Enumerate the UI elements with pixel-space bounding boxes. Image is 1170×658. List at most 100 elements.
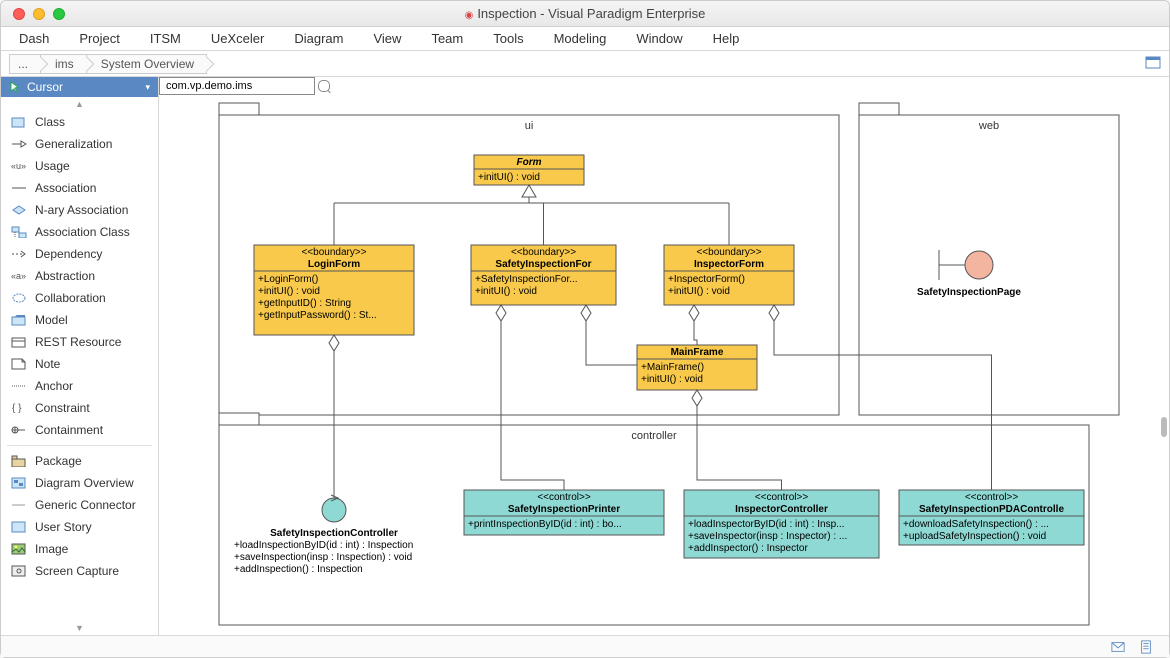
svg-text:InspectorController: InspectorController xyxy=(735,504,828,515)
palette-containment[interactable]: Containment xyxy=(1,419,158,441)
menu-dash[interactable]: Dash xyxy=(19,31,49,46)
menu-project[interactable]: Project xyxy=(79,31,119,46)
search-icon[interactable] xyxy=(318,80,330,92)
svg-text:+loadInspectionByID(id : int): +loadInspectionByID(id : int) : Inspecti… xyxy=(234,540,413,551)
svg-text:SafetyInspectionController: SafetyInspectionController xyxy=(270,528,398,539)
menu-view[interactable]: View xyxy=(373,31,401,46)
svg-text:<<boundary>>: <<boundary>> xyxy=(301,247,366,258)
palette-generalization[interactable]: Generalization xyxy=(1,133,158,155)
breadcrumb: ... ims System Overview xyxy=(9,54,206,74)
svg-text:SafetyInspectionPrinter: SafetyInspectionPrinter xyxy=(508,504,620,515)
document-icon[interactable] xyxy=(1139,640,1153,654)
navbar: ... ims System Overview xyxy=(1,51,1169,77)
svg-text:web: web xyxy=(978,120,999,132)
svg-text:+MainFrame(): +MainFrame() xyxy=(641,362,704,373)
palette-constraint[interactable]: { }Constraint xyxy=(1,397,158,419)
svg-text:+initUI() : void: +initUI() : void xyxy=(258,286,320,297)
palette-package[interactable]: Package xyxy=(1,450,158,472)
package-path-input[interactable] xyxy=(159,77,315,95)
svg-text:«u»: «u» xyxy=(11,161,26,171)
svg-text:+getInputID() : String: +getInputID() : String xyxy=(258,298,351,309)
close-icon[interactable] xyxy=(13,8,25,20)
svg-text:+loadInspectorByID(id : int) :: +loadInspectorByID(id : int) : Insp... xyxy=(688,519,844,530)
svg-text:+InspectorForm(): +InspectorForm() xyxy=(668,274,745,285)
mail-icon[interactable] xyxy=(1111,640,1125,654)
svg-text:+getInputPassword() : St...: +getInputPassword() : St... xyxy=(258,310,377,321)
palette-image[interactable]: Image xyxy=(1,538,158,560)
svg-text:+saveInspection(insp : Inspect: +saveInspection(insp : Inspection) : voi… xyxy=(234,552,412,563)
diagram-canvas[interactable]: ui web controller Form +initUI() : void <<bou… xyxy=(159,77,1169,635)
svg-text:+uploadSafetyInspection() : vo: +uploadSafetyInspection() : void xyxy=(903,531,1046,542)
svg-text:+addInspection() : Inspection: +addInspection() : Inspection xyxy=(234,564,363,575)
window-title: ◉Inspection - Visual Paradigm Enterprise xyxy=(465,6,706,21)
svg-text:+saveInspector(insp : Inspecto: +saveInspector(insp : Inspector) : ... xyxy=(688,531,847,542)
svg-text:+LoginForm(): +LoginForm() xyxy=(258,274,318,285)
menu-tools[interactable]: Tools xyxy=(493,31,523,46)
menu-modeling[interactable]: Modeling xyxy=(554,31,607,46)
svg-text:+SafetyInspectionFor...: +SafetyInspectionFor... xyxy=(475,274,578,285)
svg-text:{ }: { } xyxy=(12,403,22,414)
palette-abstraction[interactable]: «a»Abstraction xyxy=(1,265,158,287)
palette-screen-capture[interactable]: Screen Capture xyxy=(1,560,158,582)
svg-text:+initUI() : void: +initUI() : void xyxy=(475,286,537,297)
crumb-overview[interactable]: System Overview xyxy=(86,54,207,74)
app-window: ◉Inspection - Visual Paradigm Enterprise… xyxy=(0,0,1170,658)
menu-diagram[interactable]: Diagram xyxy=(294,31,343,46)
palette-association-class[interactable]: Association Class xyxy=(1,221,158,243)
svg-text:+initUI() : void: +initUI() : void xyxy=(668,286,730,297)
palette-rest-resource[interactable]: REST Resource xyxy=(1,331,158,353)
window-controls xyxy=(1,8,65,20)
svg-text:ui: ui xyxy=(525,120,534,132)
svg-text:<<control>>: <<control>> xyxy=(755,492,809,503)
nav-right-icon[interactable] xyxy=(1145,54,1161,73)
scrollbar-thumb[interactable] xyxy=(1161,417,1167,437)
palette-separator xyxy=(7,445,152,446)
svg-text:+addInspector() : Inspector: +addInspector() : Inspector xyxy=(688,543,808,554)
palette-n-ary-association[interactable]: N-ary Association xyxy=(1,199,158,221)
palette-user-story[interactable]: User Story xyxy=(1,516,158,538)
palette-list: ClassGeneralization«u»UsageAssociationN-… xyxy=(1,111,158,621)
statusbar xyxy=(1,635,1169,657)
palette-diagram-overview[interactable]: Diagram Overview xyxy=(1,472,158,494)
palette-usage[interactable]: «u»Usage xyxy=(1,155,158,177)
palette-collaboration[interactable]: Collaboration xyxy=(1,287,158,309)
svg-text:SafetyInspectionPDAControlle: SafetyInspectionPDAControlle xyxy=(919,504,1064,515)
palette-class[interactable]: Class xyxy=(1,111,158,133)
palette-association[interactable]: Association xyxy=(1,177,158,199)
svg-text:InspectorForm: InspectorForm xyxy=(694,259,764,270)
tool-palette: Cursor ▾ ▲ ClassGeneralization«u»UsageAs… xyxy=(1,77,159,635)
main-area: Cursor ▾ ▲ ClassGeneralization«u»UsageAs… xyxy=(1,77,1169,635)
menubar: Dash Project ITSM UeXceler Diagram View … xyxy=(1,27,1169,51)
crumb-root[interactable]: ... xyxy=(9,54,41,74)
palette-generic-connector[interactable]: Generic Connector xyxy=(1,494,158,516)
zoom-icon[interactable] xyxy=(53,8,65,20)
scroll-up-icon[interactable]: ▲ xyxy=(1,99,158,109)
menu-itsm[interactable]: ITSM xyxy=(150,31,181,46)
package-path-bar xyxy=(159,77,330,95)
titlebar: ◉Inspection - Visual Paradigm Enterprise xyxy=(1,1,1169,27)
svg-text:SafetyInspectionPage: SafetyInspectionPage xyxy=(917,287,1021,298)
menu-window[interactable]: Window xyxy=(636,31,682,46)
svg-text:<<boundary>>: <<boundary>> xyxy=(696,247,761,258)
svg-text:+printInspectionByID(id : int): +printInspectionByID(id : int) : bo... xyxy=(468,519,622,530)
svg-text:Form: Form xyxy=(517,157,542,168)
svg-text:+downloadSafetyInspection() :: +downloadSafetyInspection() : ... xyxy=(903,519,1049,530)
diagram-surface[interactable]: ui web controller Form +initUI() : void <<bou… xyxy=(159,95,1169,635)
cursor-tool[interactable]: Cursor ▾ xyxy=(1,77,158,97)
svg-text:controller: controller xyxy=(631,430,677,442)
svg-text:«a»: «a» xyxy=(11,271,26,281)
svg-text:+initUI() : void: +initUI() : void xyxy=(641,374,703,385)
scroll-down-icon[interactable]: ▼ xyxy=(1,623,158,633)
palette-dependency[interactable]: Dependency xyxy=(1,243,158,265)
palette-model[interactable]: Model xyxy=(1,309,158,331)
svg-text:LoginForm: LoginForm xyxy=(308,259,360,270)
svg-text:MainFrame: MainFrame xyxy=(671,347,724,358)
svg-text:<<control>>: <<control>> xyxy=(537,492,591,503)
minimize-icon[interactable] xyxy=(33,8,45,20)
palette-note[interactable]: Note xyxy=(1,353,158,375)
menu-uexceler[interactable]: UeXceler xyxy=(211,31,264,46)
menu-team[interactable]: Team xyxy=(431,31,463,46)
menu-help[interactable]: Help xyxy=(713,31,740,46)
diagram-svg: ui web controller Form +initUI() : void <<bou… xyxy=(159,95,1169,635)
palette-anchor[interactable]: Anchor xyxy=(1,375,158,397)
